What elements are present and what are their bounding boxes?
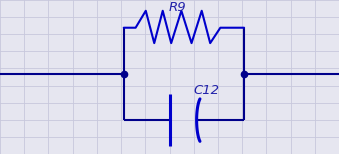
Text: R9: R9 <box>168 1 186 14</box>
Text: C12: C12 <box>194 84 220 97</box>
